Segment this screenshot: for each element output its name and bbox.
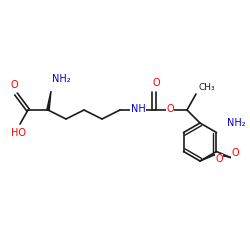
Text: NH₂: NH₂	[52, 74, 70, 84]
Text: NH: NH	[130, 104, 146, 114]
Text: O: O	[10, 80, 18, 90]
Text: O: O	[215, 154, 223, 164]
Polygon shape	[47, 91, 51, 110]
Text: O: O	[232, 148, 239, 158]
Text: HO: HO	[10, 128, 26, 138]
Text: O: O	[152, 78, 160, 88]
Text: O: O	[166, 104, 174, 114]
Text: NH₂: NH₂	[227, 118, 246, 128]
Text: CH₃: CH₃	[199, 82, 215, 92]
